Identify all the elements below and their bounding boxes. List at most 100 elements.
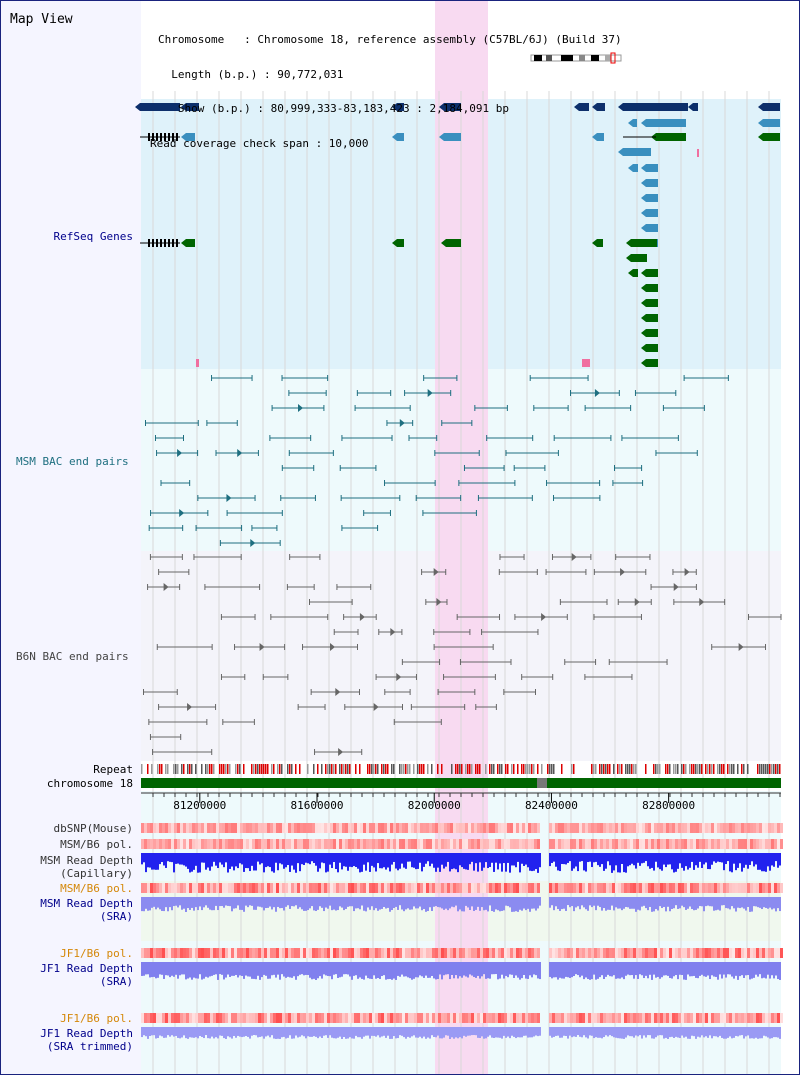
repeat-mark bbox=[523, 764, 525, 774]
jf1-depth-bar bbox=[535, 962, 537, 976]
jf1-depth-trim-bar bbox=[413, 1027, 415, 1036]
repeat-mark bbox=[505, 764, 507, 774]
msm-pol-heat bbox=[570, 839, 573, 849]
msm-depth-sra-bar bbox=[479, 897, 481, 911]
msm-depth-cap-bar bbox=[425, 853, 427, 864]
msm-pol-label-2: MSM/B6 pol. bbox=[60, 882, 133, 895]
msm-depth-cap-bar bbox=[381, 853, 383, 869]
refseq-genes-label[interactable]: RefSeq Genes bbox=[53, 230, 133, 243]
msm-pol2-heat bbox=[663, 883, 666, 893]
jf1-pol-heat bbox=[633, 948, 636, 958]
repeat-mark bbox=[333, 764, 335, 774]
jf1-depth-bar bbox=[403, 962, 405, 977]
msm-depth-cap-bar bbox=[625, 853, 627, 873]
jf1-depth-trim-bar bbox=[293, 1027, 295, 1039]
b6n-bac-label[interactable]: B6N BAC end pairs bbox=[16, 650, 129, 663]
bac-arrow bbox=[699, 598, 705, 606]
msm-pol2-heat bbox=[429, 883, 432, 893]
repeat-mark bbox=[619, 764, 621, 774]
jf1-depth-bar bbox=[167, 962, 169, 976]
jf1-pol2-heat bbox=[345, 1013, 348, 1023]
msm-pol2-heat bbox=[519, 883, 522, 893]
msm-depth-cap-bar bbox=[513, 853, 515, 866]
jf1-pol-heat bbox=[738, 948, 741, 958]
repeat-label: Repeat bbox=[93, 763, 133, 776]
msm-pol-heat bbox=[507, 839, 510, 849]
msm-pol2-heat bbox=[744, 883, 747, 893]
repeat-mark bbox=[731, 764, 733, 774]
msm-depth-sra-bar bbox=[725, 897, 727, 909]
jf1-depth-trim-bar bbox=[189, 1027, 191, 1038]
jf1-depth-bar bbox=[537, 962, 539, 979]
msm-depth-sra-bar bbox=[387, 897, 389, 908]
jf1-pol-heat bbox=[459, 948, 462, 958]
msm-depth-sra-bar bbox=[327, 897, 329, 909]
msm-pol2-heat bbox=[702, 883, 705, 893]
jf1-depth-bar bbox=[649, 962, 651, 975]
jf1-pol2-heat bbox=[237, 1013, 240, 1023]
jf1-pol-heat bbox=[537, 948, 540, 958]
gene-exon bbox=[168, 133, 170, 141]
msm-depth-cap-bar bbox=[211, 853, 213, 867]
repeat-mark bbox=[629, 764, 631, 774]
gene-exon bbox=[164, 133, 166, 141]
msm-depth-sra-bar bbox=[469, 897, 471, 911]
msm-depth-cap-bar bbox=[677, 853, 679, 869]
msm-pol2-heat bbox=[180, 883, 183, 893]
jf1-depth-bar bbox=[643, 962, 645, 979]
msm-depth-cap-bar bbox=[711, 853, 713, 865]
jf1-pol2-heat bbox=[426, 1013, 429, 1023]
msm-pol2-heat bbox=[645, 883, 648, 893]
gene-arrow bbox=[628, 164, 633, 172]
msm-pol2-heat bbox=[363, 883, 366, 893]
jf1-depth-bar bbox=[439, 962, 441, 975]
msm-depth-sra-bar bbox=[219, 897, 221, 907]
dbsnp-heat bbox=[489, 823, 492, 833]
repeat-mark bbox=[549, 764, 551, 774]
jf1-pol2-heat bbox=[333, 1013, 336, 1023]
dbsnp-heat bbox=[402, 823, 405, 833]
jf1-pol2-heat bbox=[468, 1013, 471, 1023]
jf1-pol2-heat bbox=[219, 1013, 222, 1023]
jf1-depth-bar bbox=[285, 962, 287, 978]
dbsnp-heat bbox=[765, 823, 768, 833]
jf1-depth-bar bbox=[739, 962, 741, 977]
msm-depth-sra-bar bbox=[365, 897, 367, 912]
repeat-mark bbox=[531, 764, 533, 774]
repeat-mark bbox=[209, 764, 211, 774]
jf1-pol-heat bbox=[204, 948, 207, 958]
msm-pol2-heat bbox=[738, 883, 741, 893]
jf1-depth-bar bbox=[259, 962, 261, 980]
msm-pol-heat bbox=[399, 839, 402, 849]
jf1-pol2-heat bbox=[315, 1013, 318, 1023]
jf1-pol-heat bbox=[465, 948, 468, 958]
dbsnp-heat bbox=[552, 823, 555, 833]
msm-pol-heat bbox=[690, 839, 693, 849]
jf1-depth-trim-bar bbox=[263, 1027, 265, 1039]
dbsnp-heat bbox=[588, 823, 591, 833]
gene-arrow bbox=[439, 103, 444, 111]
dbsnp-heat bbox=[189, 823, 192, 833]
gene-arrow bbox=[392, 239, 397, 247]
msm-pol2-heat bbox=[372, 883, 375, 893]
gene-arrow bbox=[641, 329, 646, 337]
repeat-mark bbox=[431, 764, 433, 774]
msm-depth-cap-bar bbox=[273, 853, 275, 873]
msm-bac-label[interactable]: MSM BAC end pairs bbox=[16, 455, 129, 468]
repeat-mark bbox=[767, 764, 769, 774]
dbsnp-heat bbox=[738, 823, 741, 833]
msm-pol2-heat bbox=[303, 883, 306, 893]
jf1-depth-trim-bar bbox=[197, 1027, 199, 1039]
msm-depth-sra-bar bbox=[325, 897, 327, 908]
gene-arrow bbox=[641, 284, 646, 292]
dbsnp-heat bbox=[327, 823, 330, 833]
msm-depth-cap-bar bbox=[327, 853, 329, 872]
jf1-depth-bar bbox=[185, 962, 187, 980]
msm-depth-cap-bar bbox=[445, 853, 447, 867]
repeat-mark bbox=[207, 764, 209, 774]
msm-pol-heat bbox=[513, 839, 516, 849]
jf1-depth-trim-bar bbox=[419, 1027, 421, 1037]
msm-pol-heat bbox=[639, 839, 642, 849]
dbsnp-heat bbox=[348, 823, 351, 833]
